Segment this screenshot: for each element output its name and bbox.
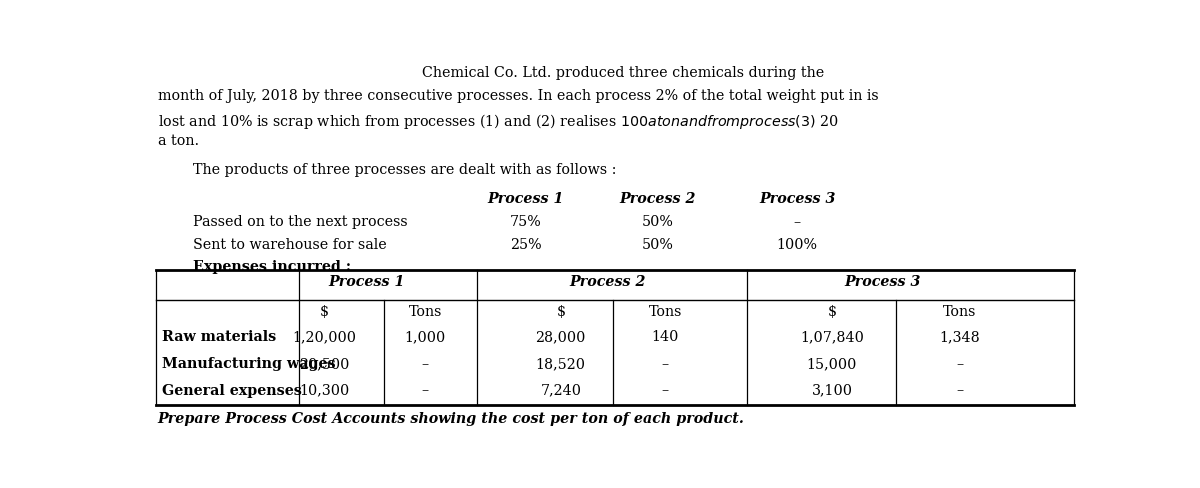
Text: 10,300: 10,300 xyxy=(299,384,349,398)
Text: 1,20,000: 1,20,000 xyxy=(293,330,356,345)
Text: Manufacturing wages: Manufacturing wages xyxy=(162,357,335,371)
Text: Process 2: Process 2 xyxy=(569,275,646,289)
Text: 18,520: 18,520 xyxy=(535,357,586,371)
Text: –: – xyxy=(956,384,964,398)
Text: –: – xyxy=(662,357,668,371)
Text: Sent to warehouse for sale: Sent to warehouse for sale xyxy=(193,238,386,252)
Text: Process 3: Process 3 xyxy=(844,275,920,289)
Text: Expenses incurred :: Expenses incurred : xyxy=(193,260,350,274)
Text: Tons: Tons xyxy=(649,305,682,319)
Text: Chemical Co. Ltd. produced three chemicals during the: Chemical Co. Ltd. produced three chemica… xyxy=(421,66,824,80)
Text: 140: 140 xyxy=(652,330,679,345)
Text: Raw materials: Raw materials xyxy=(162,330,276,345)
Text: 15,000: 15,000 xyxy=(806,357,857,371)
Text: Prepare Process Cost Accounts showing the cost per ton of each product.: Prepare Process Cost Accounts showing th… xyxy=(157,412,745,427)
Text: 1,07,840: 1,07,840 xyxy=(800,330,864,345)
Text: 7,240: 7,240 xyxy=(540,384,581,398)
Text: General expenses: General expenses xyxy=(162,384,301,398)
Text: The products of three processes are dealt with as follows :: The products of three processes are deal… xyxy=(193,163,616,177)
Text: $: $ xyxy=(828,305,836,319)
Text: 50%: 50% xyxy=(642,238,673,252)
Text: 25%: 25% xyxy=(510,238,541,252)
Text: Process 3: Process 3 xyxy=(758,192,835,206)
Text: 100%: 100% xyxy=(776,238,817,252)
Text: Passed on to the next process: Passed on to the next process xyxy=(193,215,407,229)
Text: 1,000: 1,000 xyxy=(404,330,445,345)
Text: lost and 10% is scrap which from processes (1) and (2) realises $ 100 a ton and : lost and 10% is scrap which from process… xyxy=(157,112,839,131)
Text: –: – xyxy=(662,384,668,398)
Text: Process 1: Process 1 xyxy=(487,192,564,206)
Text: –: – xyxy=(421,384,428,398)
Text: Tons: Tons xyxy=(943,305,977,319)
Text: –: – xyxy=(421,357,428,371)
Text: –: – xyxy=(793,215,800,229)
Text: 50%: 50% xyxy=(642,215,673,229)
Text: month of July, 2018 by three consecutive processes. In each process 2% of the to: month of July, 2018 by three consecutive… xyxy=(157,89,878,103)
Text: $: $ xyxy=(557,305,565,319)
Text: Process 1: Process 1 xyxy=(329,275,406,289)
Text: 1,348: 1,348 xyxy=(940,330,980,345)
Text: Process 2: Process 2 xyxy=(619,192,696,206)
Text: –: – xyxy=(956,357,964,371)
Text: 28,000: 28,000 xyxy=(535,330,586,345)
Text: 20,500: 20,500 xyxy=(299,357,349,371)
Text: 75%: 75% xyxy=(510,215,541,229)
Text: a ton.: a ton. xyxy=(157,134,199,148)
Text: Tons: Tons xyxy=(408,305,442,319)
Text: 3,100: 3,100 xyxy=(811,384,852,398)
Text: $: $ xyxy=(320,305,329,319)
